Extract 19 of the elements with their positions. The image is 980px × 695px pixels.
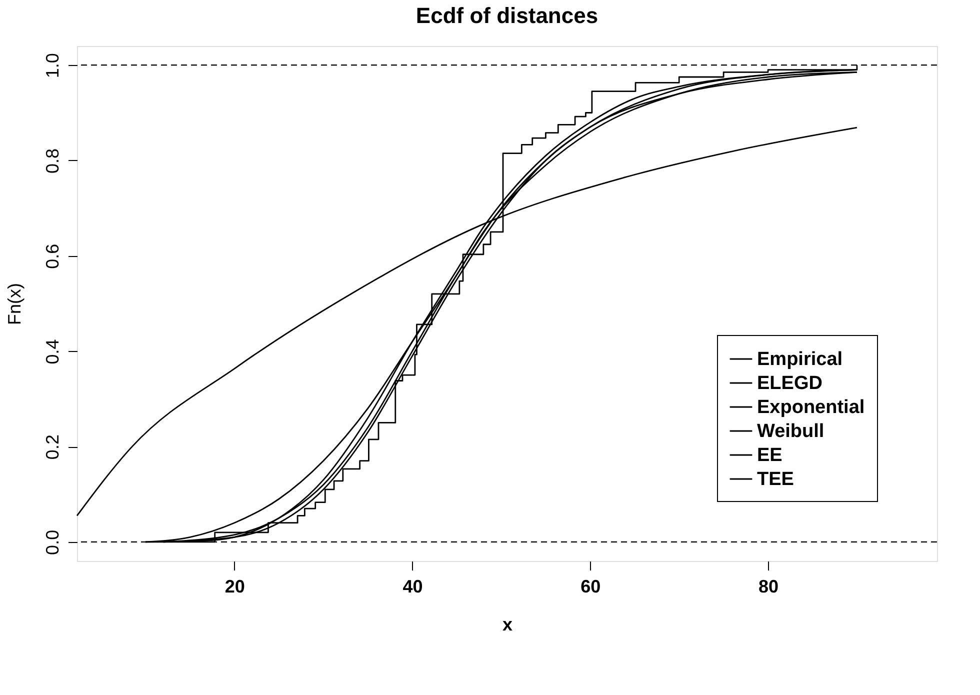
x-tick-label: 20 [224, 576, 245, 596]
x-tick-label: 40 [402, 576, 423, 596]
legend-label: ELEGD [757, 373, 822, 394]
chart-title: Ecdf of distances [416, 3, 598, 28]
y-axis-title: Fn(x) [4, 283, 24, 325]
legend-label: TEE [757, 469, 794, 490]
y-tick-label: 0.2 [42, 434, 62, 460]
x-tick-label: 80 [758, 576, 779, 596]
y-tick-label: 1.0 [42, 53, 62, 78]
y-tick-label: 0.4 [42, 339, 62, 364]
x-axis-title: x [502, 614, 513, 634]
y-tick-label: 0.6 [42, 244, 62, 269]
legend-label: EE [757, 445, 782, 466]
y-tick-label: 0.8 [42, 148, 62, 174]
legend-label: Weibull [757, 421, 824, 442]
x-tick-label: 60 [580, 576, 601, 596]
y-tick-label: 0.0 [42, 530, 62, 555]
legend-label: Exponential [757, 397, 865, 418]
legend-label: Empirical [757, 349, 843, 370]
